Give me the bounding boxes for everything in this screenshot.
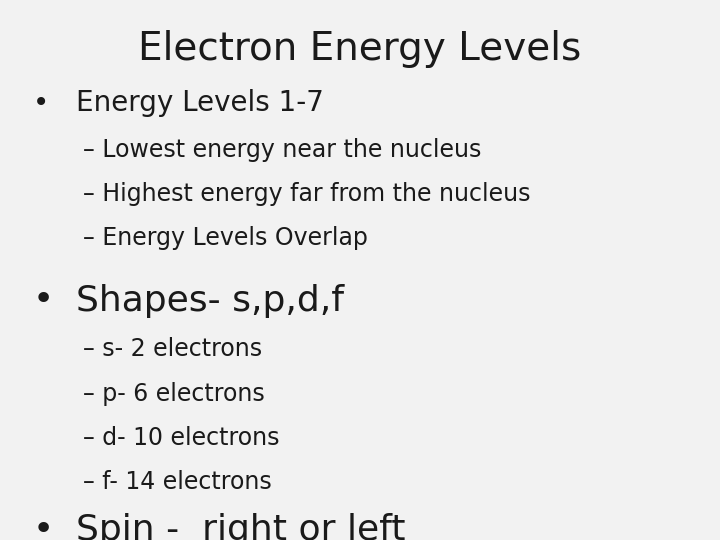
Text: – Highest energy far from the nucleus: – Highest energy far from the nucleus bbox=[83, 182, 531, 206]
Text: •: • bbox=[32, 284, 54, 318]
Text: Energy Levels 1-7: Energy Levels 1-7 bbox=[76, 89, 323, 117]
Text: – s- 2 electrons: – s- 2 electrons bbox=[83, 338, 262, 361]
Text: – f- 14 electrons: – f- 14 electrons bbox=[83, 470, 271, 494]
Text: – Energy Levels Overlap: – Energy Levels Overlap bbox=[83, 226, 368, 250]
Text: Electron Energy Levels: Electron Energy Levels bbox=[138, 30, 582, 68]
Text: Shapes- s,p,d,f: Shapes- s,p,d,f bbox=[76, 284, 343, 318]
Text: Spin -  right or left: Spin - right or left bbox=[76, 513, 405, 540]
Text: – p- 6 electrons: – p- 6 electrons bbox=[83, 382, 264, 406]
Text: •: • bbox=[32, 89, 49, 117]
Text: – Lowest energy near the nucleus: – Lowest energy near the nucleus bbox=[83, 138, 481, 161]
Text: – d- 10 electrons: – d- 10 electrons bbox=[83, 426, 279, 450]
Text: •: • bbox=[32, 513, 54, 540]
